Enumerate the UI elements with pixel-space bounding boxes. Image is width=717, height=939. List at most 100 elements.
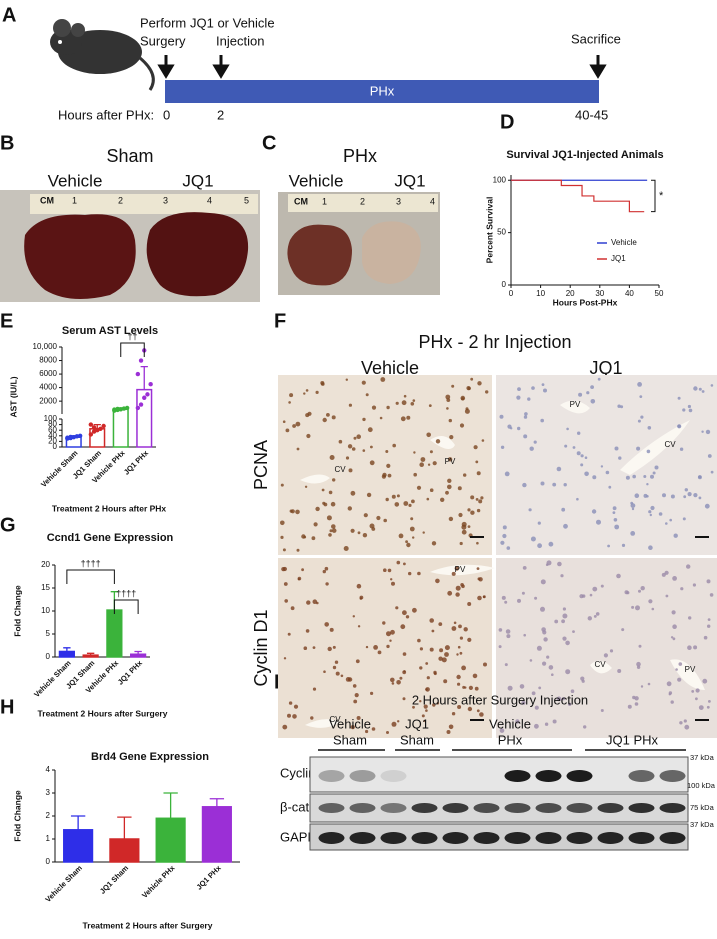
nucleus <box>506 634 511 639</box>
nucleus <box>688 408 693 413</box>
nucleus <box>312 599 318 604</box>
nucleus <box>423 719 426 723</box>
nucleus <box>703 635 708 640</box>
nucleus <box>687 404 692 409</box>
nucleus <box>457 486 462 491</box>
nucleus <box>328 490 333 495</box>
nucleus <box>670 636 674 639</box>
y-tick-label: 80 <box>48 420 57 429</box>
bracket <box>66 569 115 584</box>
band <box>380 770 407 782</box>
vessel <box>560 400 690 475</box>
nucleus <box>445 394 451 400</box>
nucleus <box>391 721 397 727</box>
nucleus <box>701 430 704 433</box>
nucleus <box>658 512 663 516</box>
x-tick-label: 40 <box>625 289 634 298</box>
panel-label: C <box>262 132 276 154</box>
nucleus <box>387 568 392 573</box>
nucleus <box>640 586 645 591</box>
nucleus <box>444 652 449 657</box>
error-bar <box>117 816 132 839</box>
blot-title: 2 Hours after Surgery Injection <box>412 692 588 707</box>
nucleus <box>331 415 336 420</box>
nucleus <box>476 709 480 713</box>
nucleus <box>537 543 542 549</box>
nucleus <box>280 535 284 540</box>
significance: †††† <box>81 558 101 568</box>
nucleus <box>531 386 535 390</box>
nucleus <box>702 678 708 684</box>
nucleus <box>427 463 431 466</box>
nucleus <box>438 656 443 661</box>
nucleus <box>399 676 403 680</box>
nucleus <box>709 593 714 597</box>
x-axis-label: Hours Post-PHx <box>553 297 618 307</box>
nucleus <box>670 700 674 704</box>
nucleus <box>347 506 352 511</box>
nucleus <box>592 475 597 480</box>
x-tick-label: Vehicle PHx <box>140 863 177 900</box>
nucleus <box>504 600 508 604</box>
nucleus <box>707 624 711 628</box>
nucleus <box>597 377 601 381</box>
nucleus <box>398 533 404 539</box>
nucleus <box>548 541 554 547</box>
bar <box>106 609 123 658</box>
nucleus <box>350 528 355 533</box>
nucleus <box>453 621 457 625</box>
nucleus <box>288 701 293 705</box>
nucleus <box>340 674 344 678</box>
micrograph <box>496 375 717 555</box>
data-point <box>101 423 106 429</box>
nucleus <box>646 483 649 486</box>
hour-label: 2 <box>217 107 224 122</box>
nucleus <box>647 682 651 686</box>
nucleus <box>707 618 711 621</box>
nucleus <box>637 419 641 423</box>
nucleus <box>444 645 450 651</box>
nucleus <box>383 518 388 523</box>
nucleus <box>580 463 584 467</box>
nucleus <box>405 615 410 619</box>
vessel-label: PV <box>570 400 581 409</box>
significance: †††† <box>116 588 136 598</box>
nucleus <box>661 572 666 577</box>
nucleus <box>458 512 463 518</box>
nucleus <box>565 640 570 646</box>
nucleus <box>552 482 557 487</box>
significance: †† <box>127 331 137 341</box>
nucleus <box>626 591 630 595</box>
nucleus <box>682 408 686 412</box>
nucleus <box>467 637 472 643</box>
nucleus <box>654 465 659 470</box>
micrograph <box>278 375 492 555</box>
band <box>597 803 624 813</box>
nucleus <box>386 463 391 468</box>
nucleus <box>536 645 542 651</box>
timeline-bar <box>165 80 599 103</box>
group-label: Vehicle <box>329 716 371 731</box>
axis-label: Hours after PHx: <box>58 107 154 122</box>
chart-title: Serum AST Levels <box>62 325 158 337</box>
data-point <box>98 426 103 431</box>
nucleus <box>672 624 677 629</box>
column-label: Vehicle <box>48 171 103 190</box>
y-axis-label: Fold Change <box>12 585 22 637</box>
nucleus <box>541 383 545 386</box>
data-point <box>77 433 83 438</box>
nucleus <box>370 691 374 696</box>
nucleus <box>385 450 389 453</box>
nucleus <box>540 579 546 585</box>
nucleus <box>560 574 564 578</box>
band <box>318 832 345 844</box>
micrograph-title: PHx - 2 hr Injection <box>418 332 571 352</box>
nucleus <box>461 529 467 535</box>
nucleus <box>584 471 589 477</box>
group-label: JQ1 PHx <box>606 732 659 747</box>
x-tick-label: 10 <box>536 289 545 298</box>
nucleus <box>371 405 377 410</box>
nucleus <box>324 566 329 571</box>
nucleus <box>523 633 526 637</box>
nucleus <box>593 615 597 618</box>
